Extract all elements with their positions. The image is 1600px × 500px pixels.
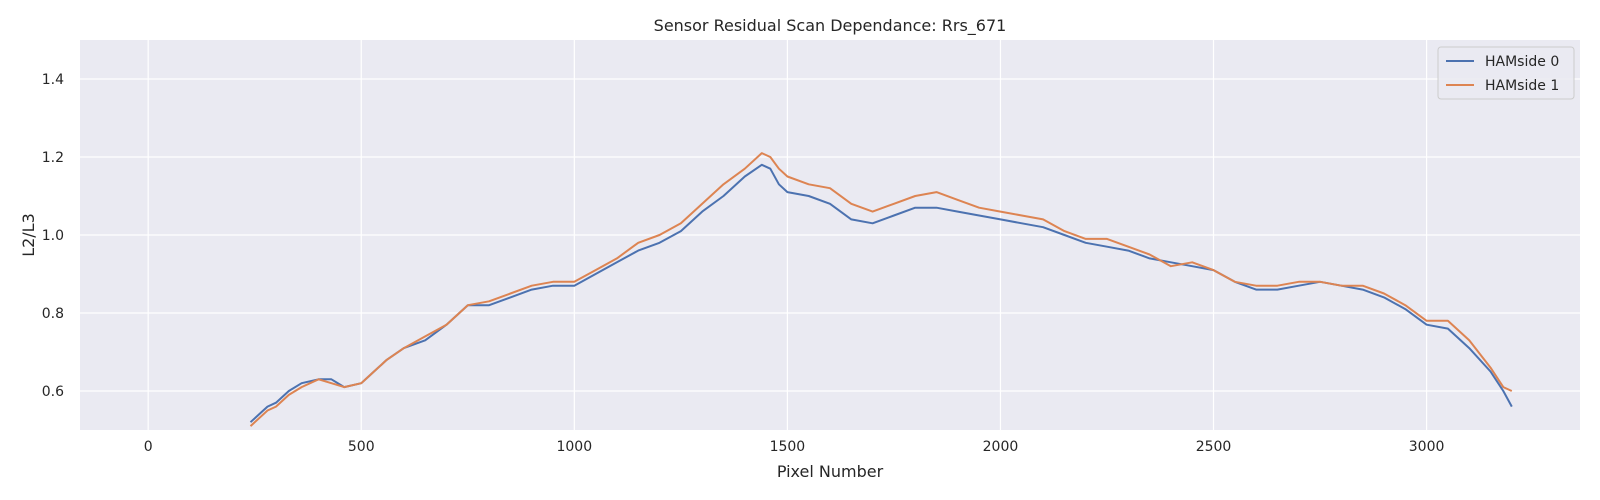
y-tick-label: 0.8 [42, 306, 64, 322]
x-tick-label: 1000 [556, 439, 592, 455]
x-tick-label: 0 [144, 439, 153, 455]
x-tick-label: 1500 [770, 439, 806, 455]
y-axis-label: L2/L3 [19, 213, 38, 257]
series-line-hamside-1 [249, 152, 1513, 427]
x-tick-label: 3000 [1409, 439, 1445, 455]
chart-title: Sensor Residual Scan Dependance: Rrs_671 [654, 16, 1007, 36]
legend: HAMside 0 HAMside 1 [1437, 46, 1575, 100]
legend-label-hamside-0: HAMside 0 [1485, 54, 1559, 70]
x-tick-label: 2000 [983, 439, 1019, 455]
x-tick-label: 500 [348, 439, 375, 455]
grid [80, 40, 1580, 430]
x-tick-label: 2500 [1196, 439, 1232, 455]
legend-label-hamside-1: HAMside 1 [1485, 78, 1559, 94]
x-axis-label: Pixel Number [777, 462, 884, 481]
series-layer [249, 152, 1513, 427]
y-tick-label: 0.6 [42, 384, 64, 400]
y-tick-label: 1.0 [42, 228, 64, 244]
y-tick-label: 1.4 [42, 72, 64, 88]
tick-labels: 0 500 1000 1500 2000 2500 3000 0.6 0.8 1.0 1.2 1.4 [42, 72, 1445, 455]
y-tick-label: 1.2 [42, 150, 64, 166]
